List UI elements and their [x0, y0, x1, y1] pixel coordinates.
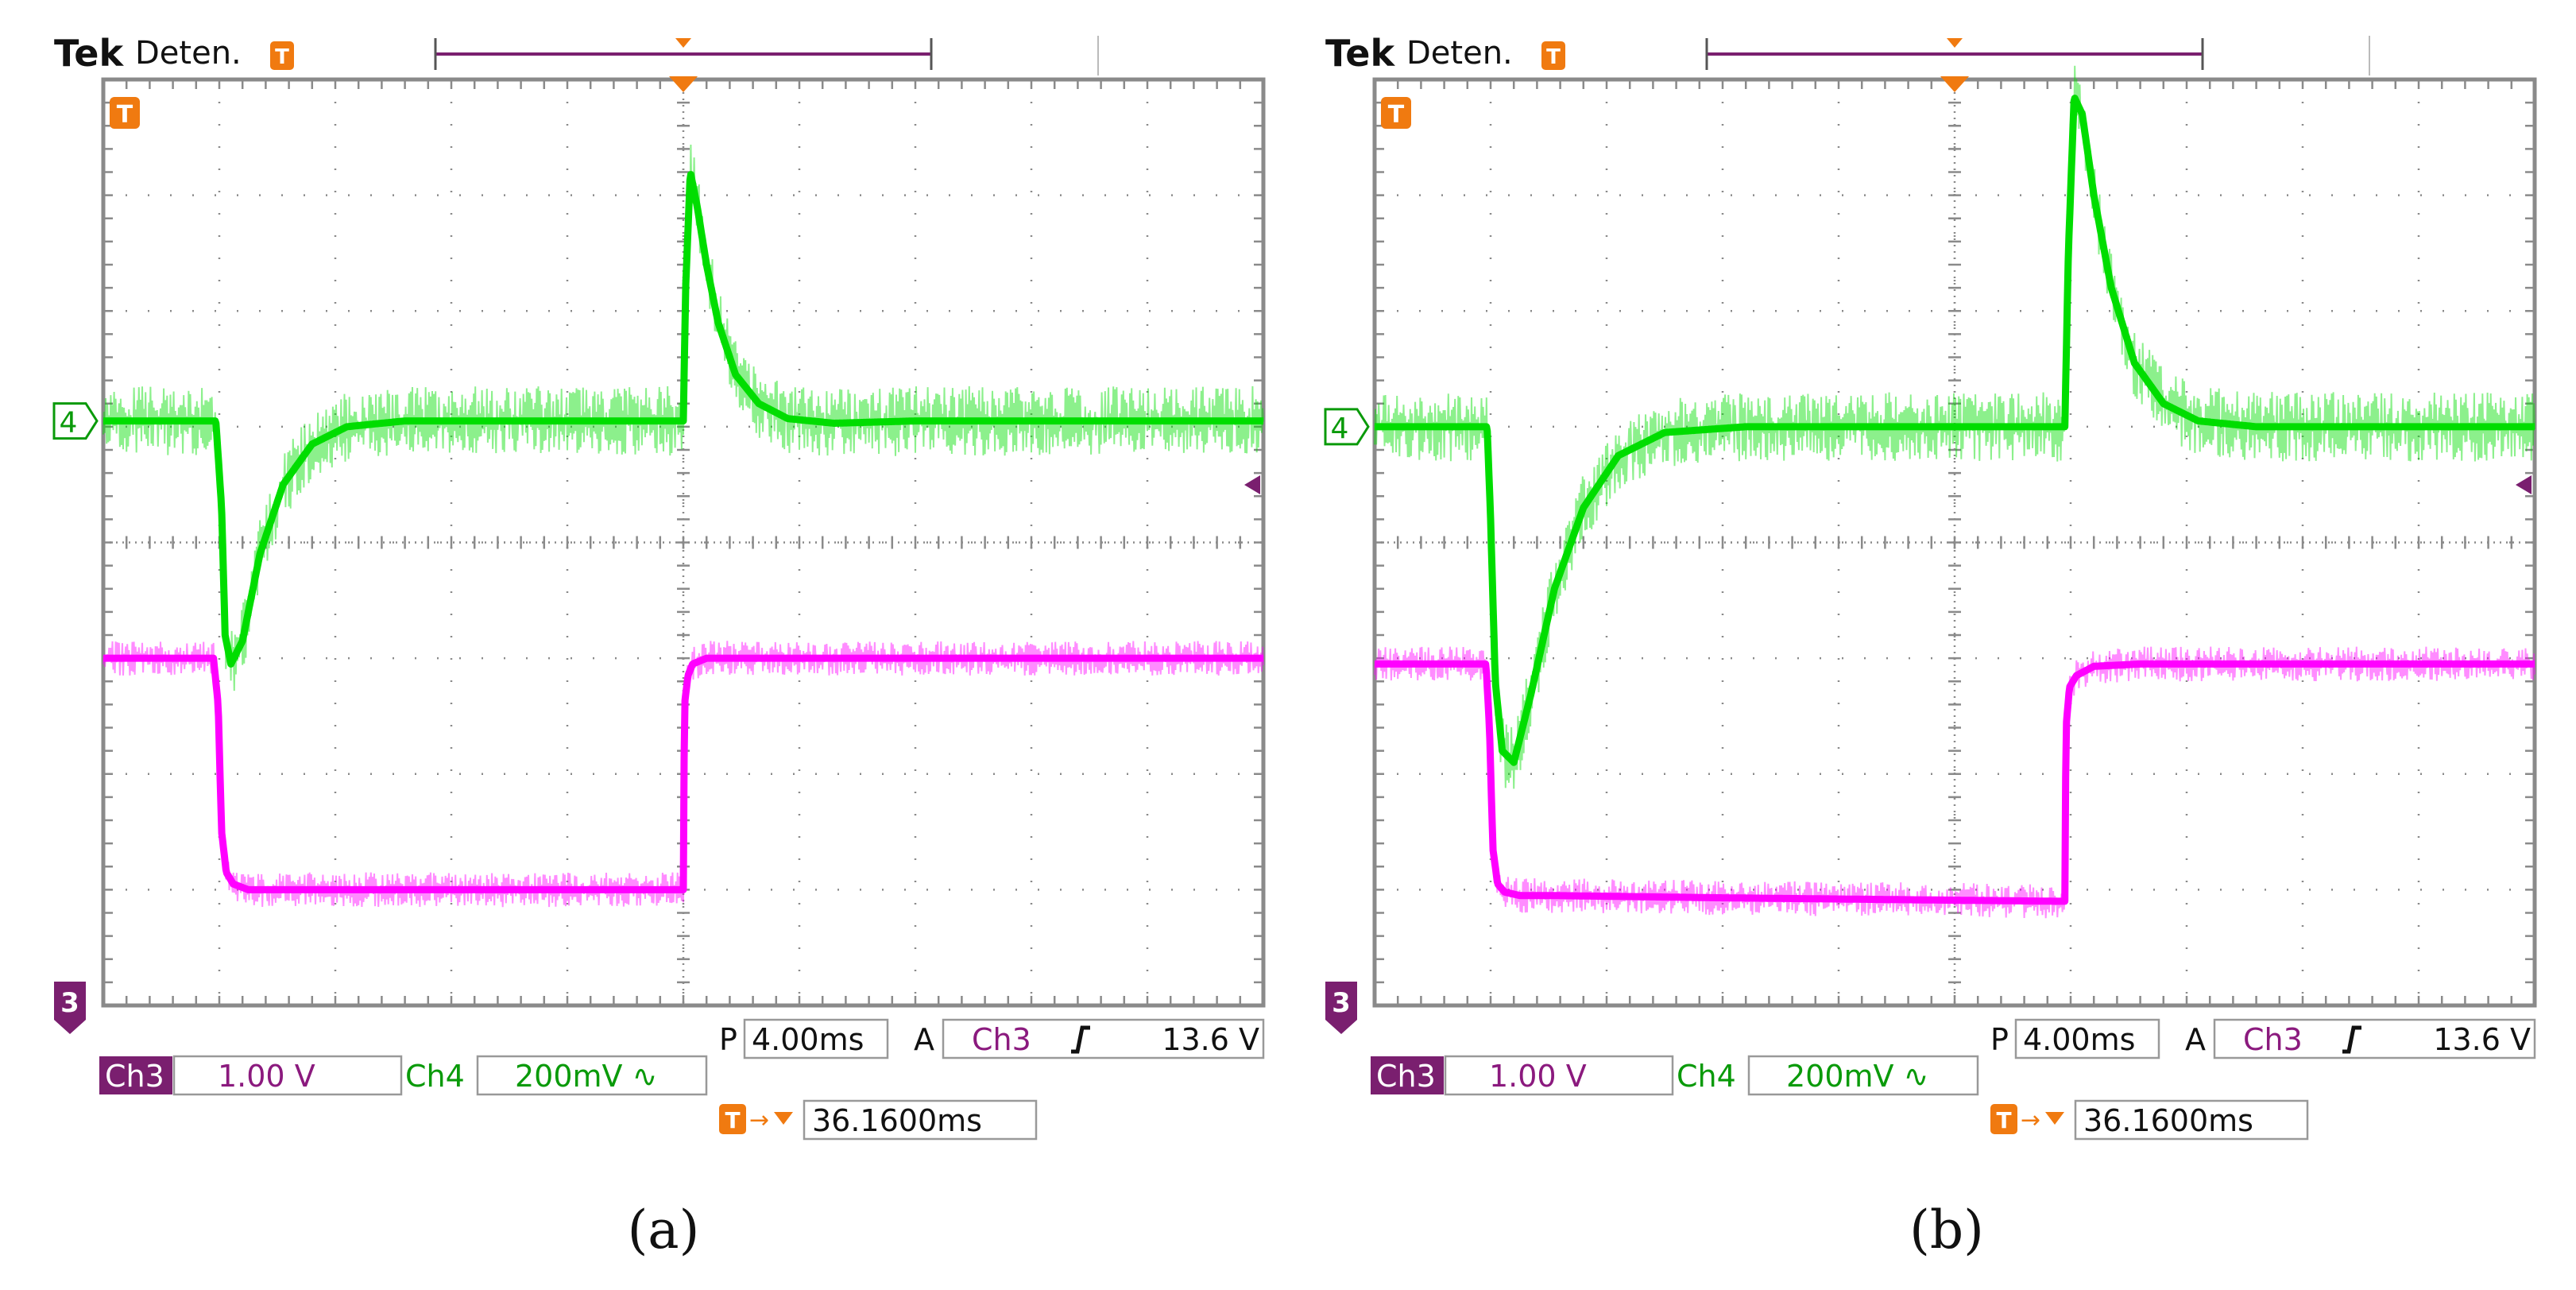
trigger-status-icon-letter: T: [1546, 45, 1561, 69]
trigger-position-value: 36.1600ms: [2083, 1103, 2253, 1138]
ch3-ground-marker-label: 3: [60, 987, 79, 1019]
ch4-scale-label: Ch4: [1677, 1059, 1736, 1094]
ch3-ground-marker: [1325, 982, 1357, 1034]
ch3-scale-box: [172, 1055, 403, 1096]
trigger-level: 13.6 V: [1162, 1022, 1259, 1057]
trigger-position-box: [803, 1099, 1038, 1141]
ch4-scale-value: 200mV ∿: [515, 1059, 657, 1094]
trigger-status-icon: [270, 41, 294, 70]
reference-arrow: [2516, 475, 2532, 494]
acquisition-status: Deten.: [135, 35, 242, 72]
trigger-level-marker: [110, 97, 140, 129]
acquisition-status: Deten.: [1406, 35, 1513, 72]
trigger-position-arrow: →: [2021, 1106, 2040, 1134]
scope-panel-a: Tek Deten. T T 4 3 P 4.00ms A Ch3 13.6 V Ch3 1.00 V C…: [52, 32, 1267, 1261]
ch4-waveform: [100, 171, 1267, 668]
reference-arrow: [1244, 475, 1260, 494]
trigger-position-box: [2074, 1099, 2309, 1141]
ch4-ground-marker: [52, 402, 99, 440]
ch4-scale-label: Ch4: [405, 1059, 465, 1094]
trigger-position-down-marker: [2045, 1112, 2064, 1125]
ch4-scale-value: 200mV ∿: [1786, 1059, 1928, 1094]
ch4-scale-box: [1747, 1055, 1979, 1096]
trigger-mode: A: [914, 1022, 934, 1057]
ch4-ground-marker: [1324, 408, 1370, 446]
trigger-level-marker: [1381, 97, 1411, 129]
ch3-ground-marker: [54, 982, 86, 1034]
trigger-source: Ch3: [972, 1022, 1031, 1057]
trigger-mode: A: [2185, 1022, 2206, 1057]
trigger-box: [2213, 1018, 2536, 1060]
timebase-prefix: P: [1990, 1022, 2009, 1057]
ch3-scale-label-bg: [99, 1056, 172, 1094]
record-trigger-marker: [1947, 38, 1963, 48]
brand-label: Tek: [54, 32, 124, 75]
ch4-ground-marker-label: 4: [60, 407, 78, 440]
trigger-level: 13.6 V: [2433, 1022, 2531, 1057]
ch4-scale-box: [476, 1055, 708, 1096]
timebase-box: [743, 1018, 889, 1060]
trigger-level-marker-letter: T: [117, 101, 133, 129]
timebase-box: [2014, 1018, 2160, 1060]
timebase-value: 4.00ms: [752, 1022, 864, 1057]
trigger-position-icon-letter: T: [1996, 1107, 2011, 1133]
ch3-ground-marker-label: 3: [1332, 987, 1351, 1019]
trigger-position-down-marker: [774, 1112, 793, 1125]
trigger-source: Ch3: [2243, 1022, 2303, 1057]
brand-label: Tek: [1325, 32, 1395, 75]
trigger-status-icon: [1541, 41, 1565, 70]
trigger-box: [942, 1018, 1265, 1060]
trigger-status-icon-letter: T: [275, 45, 289, 69]
trigger-level-marker-letter: T: [1388, 101, 1405, 129]
ch3-waveform: [1371, 660, 2538, 905]
ch3-waveform: [100, 654, 1267, 893]
rising-edge-icon: [1071, 1025, 1090, 1054]
ch3-scale-label-bg: [1371, 1056, 1444, 1094]
panel-caption: (a): [628, 1199, 700, 1261]
ch4-waveform: [1371, 95, 2538, 766]
rising-edge-icon: [2342, 1025, 2361, 1054]
scope-panel-b: Tek Deten. T T 4 3 P 4.00ms A Ch3 13.6 V Ch3 1.00 V C…: [1324, 32, 2538, 1261]
trigger-position-value: 36.1600ms: [812, 1103, 982, 1138]
ch3-scale-value: 1.00 V: [1489, 1059, 1587, 1094]
trigger-position-icon: [1990, 1104, 2017, 1134]
panel-caption: (b): [1909, 1199, 1984, 1261]
record-trigger-marker: [675, 38, 691, 48]
trigger-position-arrow: →: [749, 1106, 769, 1134]
trigger-position-marker: [669, 76, 698, 92]
ch3-scale-box: [1444, 1055, 1674, 1096]
trigger-position-icon: [719, 1104, 746, 1134]
trigger-position-marker: [1940, 76, 1969, 92]
ch4-ground-marker-label: 4: [1331, 413, 1349, 445]
ch3-scale-label: Ch3: [105, 1059, 164, 1094]
ch4-waveform-noise: [1374, 65, 2535, 789]
timebase-prefix: P: [719, 1022, 737, 1057]
trigger-position-icon-letter: T: [725, 1107, 740, 1133]
timebase-value: 4.00ms: [2023, 1022, 2135, 1057]
ch3-scale-value: 1.00 V: [218, 1059, 315, 1094]
ch3-scale-label: Ch3: [1376, 1059, 1436, 1094]
